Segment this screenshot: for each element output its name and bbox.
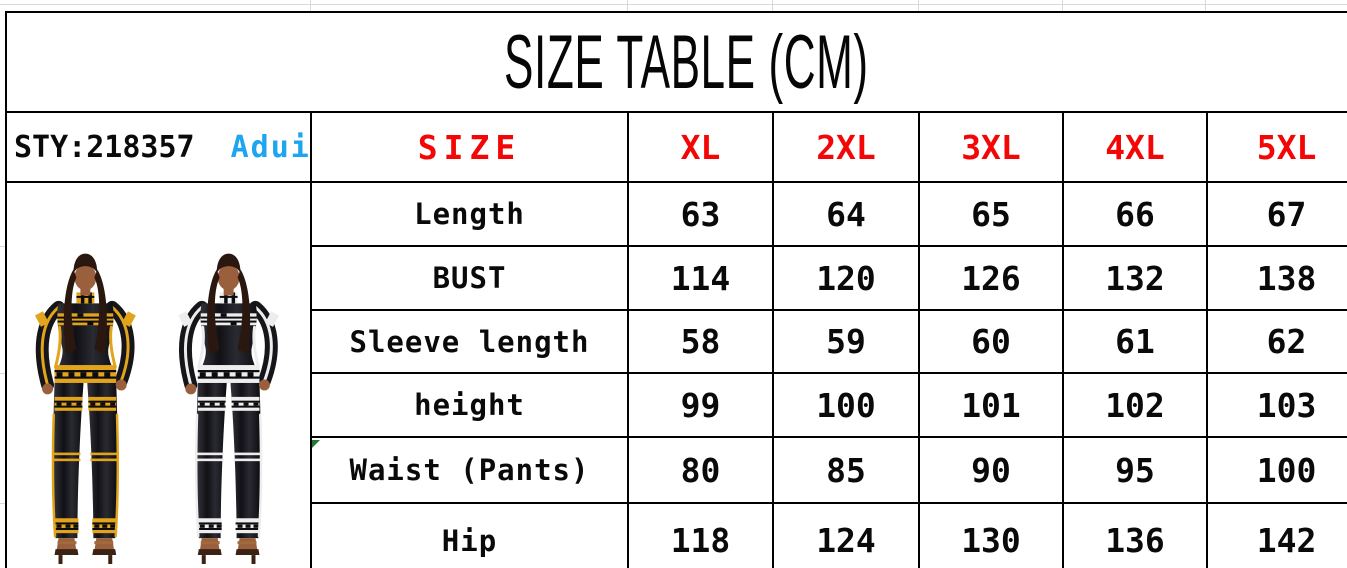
header-size-4xl: 4XL xyxy=(1062,111,1208,183)
table-row: height 99 100 101 102 103 xyxy=(6,372,1347,438)
gridline-tick xyxy=(1205,0,1206,11)
excel-error-flag xyxy=(312,440,320,448)
product-photo-cell xyxy=(5,181,312,568)
gridline-tick xyxy=(627,0,628,11)
size-value-cell: 58 xyxy=(627,309,774,374)
style-number: STY:218357 xyxy=(14,129,195,165)
size-value-cell: 60 xyxy=(918,309,1064,374)
gridline-tick xyxy=(772,0,773,11)
product-photo xyxy=(7,184,308,566)
table-row: Sleeve length 58 59 60 61 62 xyxy=(6,309,1347,374)
style-info-cell: STY:218357 Aduit xyxy=(5,111,312,183)
size-value-cell: 118 xyxy=(627,502,774,568)
header-size-xl: XL xyxy=(627,111,774,183)
size-value-cell: 67 xyxy=(1205,181,1347,247)
size-value-cell: 85 xyxy=(772,436,920,504)
size-value-cell: 120 xyxy=(772,245,920,311)
size-value-cell: 114 xyxy=(627,245,774,311)
size-value-cell: 101 xyxy=(918,372,1064,438)
size-value-cell: 132 xyxy=(1062,245,1208,311)
size-value-cell: 136 xyxy=(1062,502,1208,568)
size-value-cell: 95 xyxy=(1062,436,1208,504)
size-table: SIZE TABLE (CM) STY:218357 Aduit SIZE XL… xyxy=(4,11,1347,568)
row-label-length: Length xyxy=(310,181,629,247)
table-row: Hip 118 124 130 136 142 xyxy=(6,502,1347,568)
size-value-cell: 100 xyxy=(772,372,920,438)
row-label-hip: Hip xyxy=(310,502,629,568)
gridline-tick xyxy=(0,503,5,504)
header-size-5xl: 5XL xyxy=(1205,111,1347,183)
model-gold-outfit xyxy=(35,254,136,564)
table-row: Length 63 64 65 66 67 xyxy=(5,181,1347,568)
gridline-tick xyxy=(1062,0,1063,11)
gridline-tick xyxy=(918,0,919,11)
size-value-cell: 61 xyxy=(1062,309,1208,374)
title-cell: SIZE TABLE (CM) xyxy=(4,11,1347,113)
gridline-tick xyxy=(0,246,5,247)
audience-label: Aduit xyxy=(230,129,311,165)
size-value-cell: 102 xyxy=(1062,372,1208,438)
size-value-cell: 66 xyxy=(1062,181,1208,247)
size-value-cell: 80 xyxy=(627,436,774,504)
page-title: SIZE TABLE (CM) xyxy=(503,19,869,105)
size-value-cell: 62 xyxy=(1205,309,1347,374)
size-value-cell: 90 xyxy=(918,436,1064,504)
row-label-bust: BUST xyxy=(310,245,629,311)
row-label-height: height xyxy=(310,372,629,438)
table-row: Waist (Pants) 80 85 90 95 100 xyxy=(6,436,1347,504)
size-value-cell: 65 xyxy=(918,181,1064,247)
gridline-tick xyxy=(310,0,311,11)
gridline-top xyxy=(0,4,1347,5)
size-value-cell: 124 xyxy=(772,502,920,568)
header-size: SIZE xyxy=(310,111,629,183)
gridline-tick xyxy=(0,373,5,374)
row-label-sleeve-length: Sleeve length xyxy=(310,309,629,374)
size-value-cell: 100 xyxy=(1205,436,1347,504)
size-value-cell: 63 xyxy=(627,181,774,247)
size-value-cell: 126 xyxy=(918,245,1064,311)
table-row: BUST 114 120 126 132 138 xyxy=(6,245,1347,311)
size-value-cell: 64 xyxy=(772,181,920,247)
size-value-cell: 103 xyxy=(1205,372,1347,438)
size-value-cell: 99 xyxy=(627,372,774,438)
row-label-waist: Waist (Pants) xyxy=(310,436,629,504)
model-white-outfit xyxy=(178,254,279,564)
size-value-cell: 130 xyxy=(918,502,1064,568)
size-value-cell: 138 xyxy=(1205,245,1347,311)
header-size-2xl: 2XL xyxy=(772,111,920,183)
header-size-3xl: 3XL xyxy=(918,111,1064,183)
size-value-cell: 59 xyxy=(772,309,920,374)
size-value-cell: 142 xyxy=(1205,502,1347,568)
